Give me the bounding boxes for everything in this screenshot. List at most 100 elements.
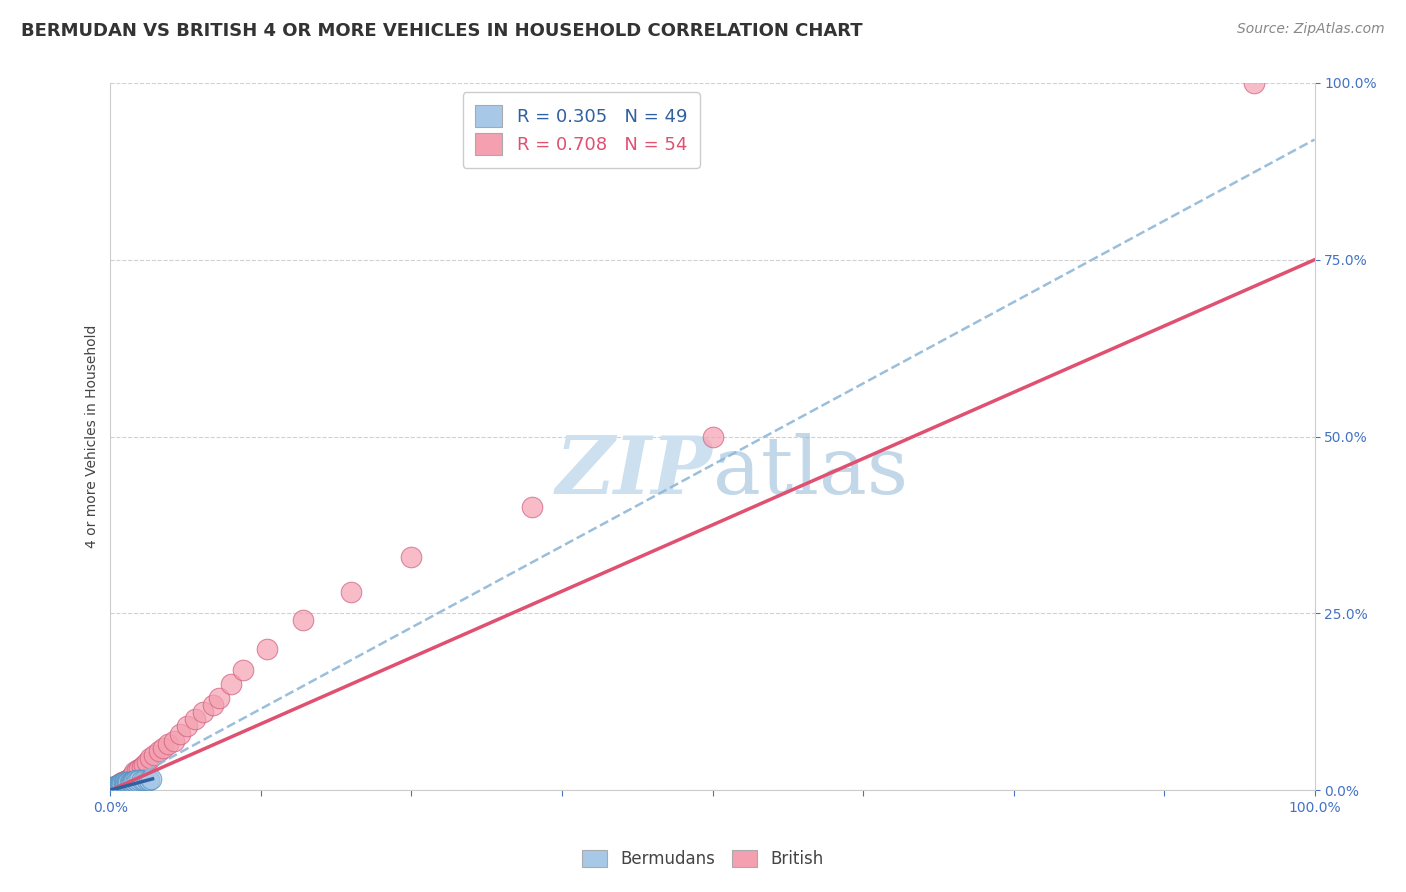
Point [110, 778, 132, 792]
Point [111, 775, 134, 789]
Point [121, 769, 143, 783]
Point [100, 783, 122, 797]
Point [139, 751, 162, 765]
Point [100, 782, 122, 797]
Point [101, 780, 124, 795]
Point [219, 677, 242, 691]
Point [122, 767, 145, 781]
Point [134, 772, 156, 787]
Point [191, 706, 214, 720]
Point [111, 776, 134, 790]
Point [105, 779, 128, 793]
Point [108, 777, 131, 791]
Point [125, 774, 148, 789]
Text: ZIP: ZIP [555, 434, 713, 510]
Point [108, 779, 131, 793]
Point [105, 780, 128, 794]
Point [112, 777, 135, 791]
Point [124, 765, 146, 780]
Point [121, 774, 143, 789]
Point [101, 780, 124, 795]
Point [520, 500, 543, 515]
Point [117, 774, 139, 789]
Point [107, 779, 129, 793]
Point [208, 691, 231, 706]
Legend: Bermudans, British: Bermudans, British [575, 843, 831, 875]
Legend: R = 0.305   N = 49, R = 0.708   N = 54: R = 0.305 N = 49, R = 0.708 N = 54 [463, 92, 700, 168]
Point [112, 776, 135, 790]
Point [107, 779, 129, 793]
Point [128, 773, 150, 788]
Point [163, 733, 186, 747]
Point [112, 774, 135, 789]
Point [128, 762, 150, 776]
Point [135, 755, 157, 769]
Point [100, 780, 122, 795]
Point [104, 780, 127, 795]
Point [702, 429, 724, 443]
Point [292, 614, 315, 628]
Point [101, 780, 124, 794]
Point [114, 775, 136, 789]
Point [101, 781, 124, 796]
Point [107, 780, 129, 794]
Point [169, 726, 191, 740]
Point [104, 780, 127, 794]
Point [107, 778, 129, 792]
Point [1243, 76, 1265, 90]
Point [115, 776, 138, 790]
Point [105, 779, 128, 793]
Text: BERMUDAN VS BRITISH 4 OR MORE VEHICLES IN HOUSEHOLD CORRELATION CHART: BERMUDAN VS BRITISH 4 OR MORE VEHICLES I… [21, 22, 863, 40]
Text: atlas: atlas [713, 433, 908, 511]
Point [141, 772, 163, 786]
Point [100, 782, 122, 797]
Point [103, 780, 125, 795]
Point [232, 663, 254, 677]
Point [201, 698, 224, 713]
Y-axis label: 4 or more Vehicles in Household: 4 or more Vehicles in Household [86, 325, 100, 549]
Point [124, 774, 146, 789]
Point [111, 777, 134, 791]
Point [101, 780, 124, 795]
Point [103, 780, 125, 795]
Point [148, 744, 170, 758]
Point [100, 780, 122, 795]
Point [100, 780, 122, 795]
Point [118, 772, 141, 786]
Point [183, 713, 205, 727]
Point [340, 585, 363, 599]
Point [114, 777, 136, 791]
Point [117, 773, 139, 788]
Point [134, 757, 156, 772]
Point [108, 778, 131, 792]
Point [104, 780, 127, 795]
Point [120, 774, 142, 789]
Point [110, 776, 132, 790]
Point [108, 777, 131, 791]
Point [100, 780, 122, 795]
Point [108, 780, 131, 794]
Point [110, 777, 132, 791]
Point [152, 740, 174, 755]
Point [138, 772, 160, 787]
Point [131, 773, 153, 788]
Point [176, 719, 198, 733]
Point [122, 774, 145, 789]
Point [104, 780, 127, 794]
Text: Source: ZipAtlas.com: Source: ZipAtlas.com [1237, 22, 1385, 37]
Point [111, 778, 134, 792]
Point [103, 780, 125, 795]
Point [401, 549, 423, 564]
Point [142, 747, 165, 762]
Point [110, 777, 132, 791]
Point [118, 775, 141, 789]
Point [120, 771, 142, 785]
Point [125, 773, 148, 788]
Point [117, 776, 139, 790]
Point [105, 780, 128, 794]
Point [108, 777, 131, 791]
Point [135, 772, 157, 787]
Point [100, 781, 122, 796]
Point [105, 780, 128, 795]
Point [108, 777, 131, 791]
